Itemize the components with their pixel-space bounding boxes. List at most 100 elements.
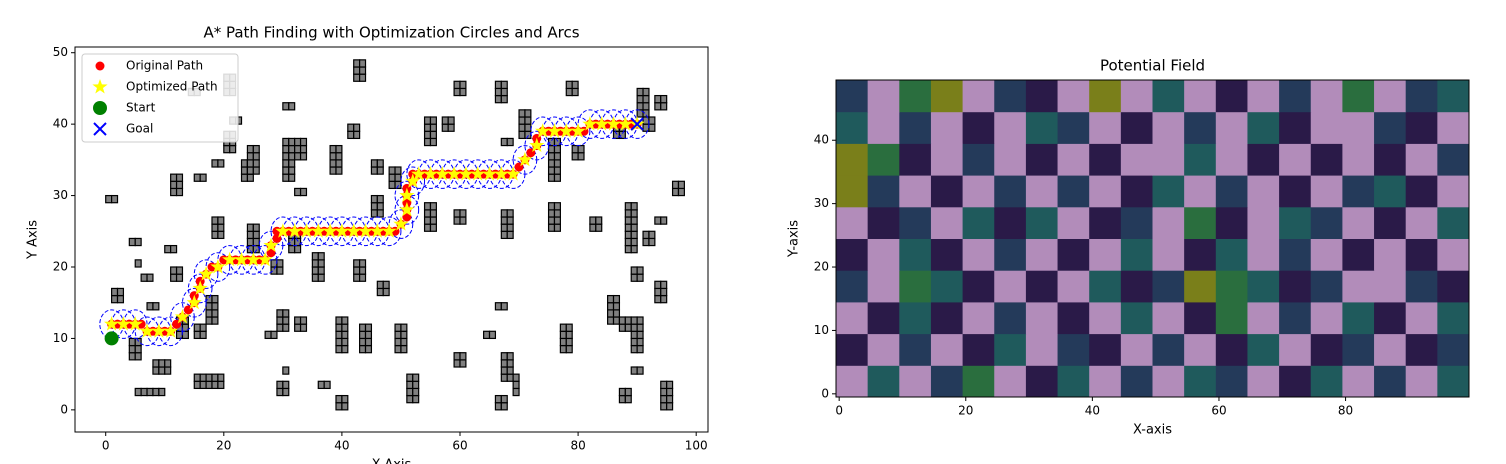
obstacle-cell [666, 380, 674, 390]
heatmap-cell [994, 206, 1027, 239]
obstacle-cell [170, 173, 178, 182]
obstacle-cell [400, 344, 408, 354]
obstacle-cell [423, 116, 432, 125]
optimized-point [115, 316, 131, 331]
obstacle [607, 294, 621, 325]
obstacle-cell [612, 294, 621, 304]
optimized-point [399, 201, 415, 217]
obstacle-cell [624, 244, 632, 254]
obstacle-cell [276, 380, 284, 390]
obstacle-cell [282, 173, 290, 182]
obstacle [630, 266, 644, 282]
obstacle [624, 202, 638, 254]
obstacle-cell [152, 387, 160, 397]
x-tick-label: 80 [570, 439, 585, 453]
obstacle-cell [553, 152, 561, 161]
heatmap-cell [899, 238, 932, 271]
obstacle-cell [500, 359, 508, 368]
obstacle-cell [370, 209, 378, 218]
obstacle [264, 330, 278, 340]
heatmap-cell [867, 80, 900, 113]
obstacle-cell [630, 237, 638, 247]
y-tick-label: 10 [53, 331, 68, 345]
heatmap-cell [1120, 111, 1153, 144]
optimized-point [104, 316, 120, 331]
obstacle-cell [299, 144, 308, 154]
legend-box [81, 53, 239, 143]
heatmap-cell [867, 206, 900, 239]
obstacle-cell [500, 209, 508, 218]
heatmap-cell [1342, 270, 1375, 303]
obstacle-cell [288, 244, 296, 254]
optimized-point [92, 79, 108, 94]
obstacle-cell [282, 309, 290, 318]
start-point [104, 331, 119, 346]
heatmap-cell [1247, 206, 1280, 239]
obstacle [276, 380, 290, 397]
obstacle-cell [559, 323, 567, 332]
obstacle-cell [134, 352, 142, 361]
heatmap-cell [1120, 238, 1153, 271]
optimized-point [257, 251, 273, 267]
heatmap-cell [1025, 111, 1059, 144]
obstacle-cell [630, 366, 638, 375]
obstacle [353, 259, 367, 282]
obstacle-cell [459, 216, 467, 225]
y-tick-label: 30 [53, 188, 68, 202]
heatmap-cell [836, 365, 869, 397]
heatmap-cell [1310, 365, 1343, 397]
obstacle-cell [660, 287, 668, 297]
heatmap-cell [1025, 301, 1059, 335]
heatmap-cell [1405, 80, 1438, 113]
optimized-point [481, 166, 498, 181]
legend-label: Goal [126, 122, 153, 136]
obstacle-cell [246, 173, 254, 182]
obstacle-cell [158, 387, 166, 397]
obstacle-cell [246, 223, 254, 232]
obstacle-cell [217, 159, 225, 168]
obstacle-cell [618, 316, 626, 325]
obstacle-cell [282, 323, 290, 332]
heatmap-cell [994, 365, 1027, 397]
obstacle-cell [211, 230, 219, 240]
obstacle-cell [359, 344, 367, 354]
heatmap-cell [1057, 333, 1090, 366]
heatmap-cell [1310, 301, 1343, 335]
obstacle-cell [453, 87, 461, 97]
obstacle-cell [217, 380, 225, 390]
obstacle-cell [553, 173, 561, 182]
plot-area [99, 59, 685, 411]
optimized-point [446, 166, 462, 181]
obstacle-cell [359, 59, 367, 68]
obstacle-cell [205, 316, 213, 325]
obstacle [246, 144, 260, 175]
optimized-point [381, 223, 397, 238]
chart-title: A* Path Finding with Optimization Circle… [203, 24, 579, 42]
obstacle-cell [400, 330, 408, 340]
heatmap-cell [1342, 80, 1375, 113]
heatmap-cell [1310, 206, 1343, 239]
obstacle-cell [630, 316, 638, 325]
heatmap-cell [1120, 143, 1153, 176]
obstacle-cell [246, 159, 254, 168]
heatmap-cell [1089, 143, 1122, 176]
obstacle-cell [299, 323, 308, 332]
obstacle [559, 323, 573, 354]
optimized-point [287, 223, 303, 238]
optimized-point [570, 123, 586, 138]
obstacle [671, 180, 685, 197]
obstacle-cell [199, 380, 207, 390]
x-tick-label: 40 [334, 439, 349, 453]
obstacle-cell [240, 173, 249, 182]
obstacle-cell [252, 159, 260, 168]
obstacle-cell [158, 366, 166, 375]
obstacle-cell [246, 166, 254, 175]
x-tick-label: 60 [1211, 404, 1226, 418]
obstacle [347, 123, 361, 140]
goal-point [93, 122, 107, 136]
heatmap-cell [1215, 143, 1248, 176]
heatmap-cell [1437, 238, 1469, 271]
y-tick-label: 40 [53, 117, 68, 131]
obstacle-cell [453, 352, 461, 361]
optimized-point [192, 280, 208, 295]
